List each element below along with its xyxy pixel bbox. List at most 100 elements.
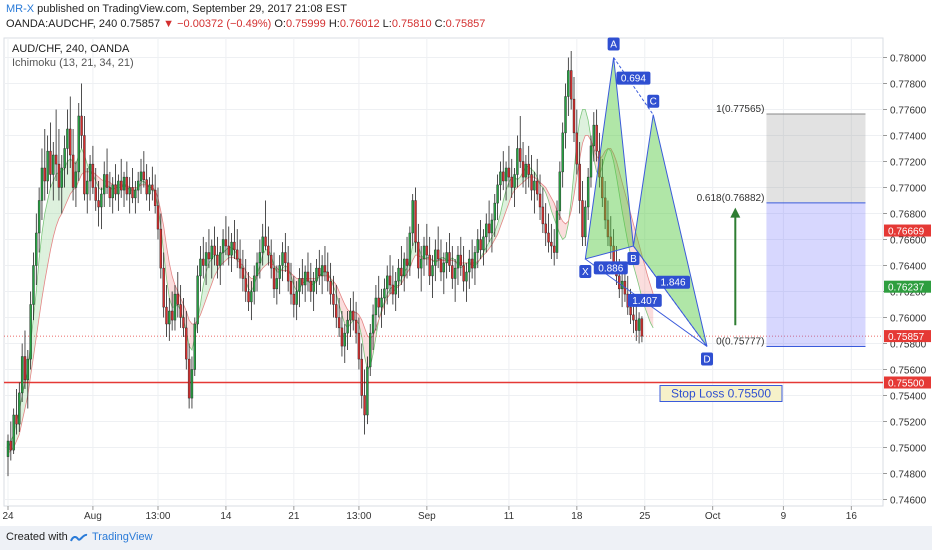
fib-level-label: 0.618(0.76882)	[697, 193, 765, 204]
cloud-segment	[361, 320, 365, 357]
x-tick-label: 24	[2, 511, 14, 522]
created-with-text: Created with	[6, 531, 68, 543]
candle-body	[210, 245, 213, 260]
price-axis[interactable]: 0.78000 0.77800 0.77600 0.77400 0.77200 0.770…	[883, 54, 931, 507]
pattern-ratio-label: 0.886	[598, 263, 623, 274]
legend-indicator: Ichimoku (13, 21, 34, 21)	[12, 57, 134, 69]
candle-body	[230, 241, 233, 256]
y-tick-label: 0.77000	[890, 184, 927, 195]
time-axis[interactable]: 24 Aug 13:00 14 21 13:00 Sep 11 18 25 Oct 9 16	[2, 506, 857, 522]
cloud-segment	[36, 259, 40, 337]
candle-body	[428, 254, 431, 277]
candle-body	[485, 223, 488, 238]
candle-body	[603, 197, 607, 221]
candle-body	[244, 278, 247, 292]
candle-body	[258, 252, 262, 264]
candle-body	[589, 145, 593, 178]
y-tick-label: 0.77200	[890, 158, 927, 169]
candle-body	[221, 239, 225, 253]
candle-body	[309, 280, 313, 292]
chart-header: MR-X published on TradingView.com, Septe…	[0, 0, 932, 36]
x-tick-label: Oct	[705, 511, 721, 522]
low-label: L:	[382, 18, 392, 30]
candle-body	[9, 440, 13, 451]
y-tick-label: 0.75000	[890, 444, 927, 455]
pattern-point-badge	[579, 265, 592, 278]
candle-body	[408, 232, 412, 266]
cloud-segment	[341, 298, 345, 324]
candle-body	[272, 267, 276, 290]
candle-body	[199, 258, 202, 277]
candle-body	[165, 306, 168, 325]
candle-body	[326, 271, 329, 282]
candle-body	[592, 124, 596, 147]
candle-body	[422, 245, 426, 260]
candle-body	[337, 317, 341, 329]
tradingview-link[interactable]: TradingView	[92, 531, 153, 543]
author-link[interactable]: MR-X	[6, 3, 35, 15]
candle-body	[417, 241, 420, 269]
candle-body	[187, 358, 191, 399]
candle-body	[20, 356, 24, 394]
candle-body	[289, 280, 293, 295]
cloud-segment	[497, 213, 501, 235]
pattern-line-bd	[633, 245, 708, 347]
y-tick-label: 0.78000	[890, 54, 927, 65]
fib-zone-lower	[766, 202, 866, 347]
pattern-triangle-xab	[584, 57, 634, 260]
x-tick-label: 13:00	[145, 511, 170, 522]
close-value: 0.75857	[445, 18, 486, 30]
high-value: 0.76012	[339, 18, 380, 30]
candle-body	[284, 252, 287, 264]
candle-body	[176, 293, 180, 305]
candle-body	[295, 291, 298, 305]
candle-body	[606, 219, 610, 238]
candle-body	[117, 180, 120, 195]
candle-body	[499, 171, 502, 186]
cloud-segment	[98, 177, 102, 191]
ohlc-line: OANDA:AUDCHF, 240 0.75857 ▼ −0.00372 (−0…	[6, 18, 485, 30]
candle-body	[54, 154, 58, 165]
candle-body	[190, 369, 194, 399]
candle-body	[448, 252, 451, 266]
candle-body	[363, 395, 366, 416]
candle-body	[301, 278, 304, 286]
open-label: O:	[274, 18, 286, 30]
cloud-segment	[259, 255, 263, 272]
candle-body	[128, 187, 131, 195]
candle-body	[29, 304, 32, 360]
candle-body	[77, 115, 80, 173]
cloud-segment	[183, 304, 187, 331]
candle-body	[434, 249, 437, 266]
pattern-point-badge	[647, 94, 660, 108]
candle-body	[482, 236, 485, 251]
candle-body	[162, 267, 165, 308]
candle-body	[411, 200, 414, 234]
x-tick-label: 13:00	[346, 511, 371, 522]
candle-body	[533, 180, 536, 191]
pattern-point-label: D	[703, 354, 710, 365]
candle-body	[561, 132, 564, 173]
y-tick-label: 0.76400	[890, 262, 927, 273]
candle-body	[91, 163, 95, 188]
candle-body	[371, 314, 375, 334]
candle-body	[168, 310, 171, 325]
candle-body	[100, 193, 103, 208]
candle-body	[97, 200, 100, 208]
candle-body	[360, 358, 363, 396]
candle-body	[236, 249, 239, 260]
candle-body	[108, 187, 112, 199]
cloud-segment	[293, 275, 297, 292]
x-tick-label: 11	[504, 511, 515, 522]
symbol-info: OANDA:AUDCHF, 240	[6, 18, 118, 30]
price-label: 0.76669	[888, 227, 925, 238]
candle-body	[637, 318, 641, 331]
candle-body	[456, 254, 460, 269]
candle-body	[312, 280, 315, 292]
candle-body	[629, 306, 632, 316]
candle-body	[527, 163, 530, 175]
candle-body	[179, 304, 182, 318]
candle-body	[193, 323, 196, 370]
pattern-point-label: A	[610, 40, 617, 51]
